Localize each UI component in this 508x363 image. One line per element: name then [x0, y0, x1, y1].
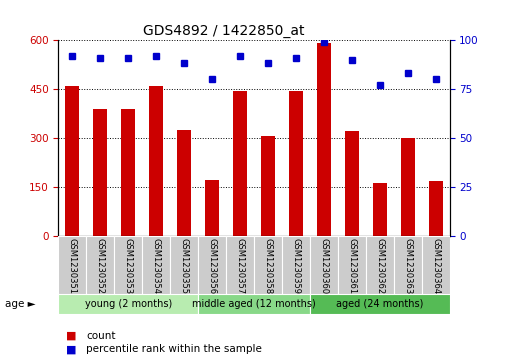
Bar	[345, 131, 359, 236]
Bar	[58, 294, 198, 314]
Text: aged (24 months): aged (24 months)	[336, 299, 423, 309]
Bar	[338, 236, 366, 294]
Bar	[261, 136, 275, 236]
Text: ■: ■	[66, 344, 77, 354]
Bar	[66, 86, 79, 236]
Text: middle aged (12 months): middle aged (12 months)	[192, 299, 316, 309]
Text: GSM1230362: GSM1230362	[375, 238, 384, 294]
Bar	[394, 236, 422, 294]
Text: GSM1230357: GSM1230357	[236, 238, 244, 294]
Text: GSM1230351: GSM1230351	[68, 238, 77, 294]
Bar	[121, 109, 135, 236]
Bar	[198, 294, 310, 314]
Text: percentile rank within the sample: percentile rank within the sample	[86, 344, 262, 354]
Bar	[170, 236, 198, 294]
Text: count: count	[86, 331, 116, 341]
Text: ■: ■	[66, 331, 77, 341]
Text: GSM1230364: GSM1230364	[431, 238, 440, 294]
Text: GSM1230363: GSM1230363	[403, 238, 412, 294]
Bar	[317, 43, 331, 236]
Text: GSM1230353: GSM1230353	[124, 238, 133, 294]
Bar	[310, 294, 450, 314]
Bar	[114, 236, 142, 294]
Text: GDS4892 / 1422850_at: GDS4892 / 1422850_at	[143, 24, 304, 38]
Bar	[310, 236, 338, 294]
Bar	[289, 91, 303, 236]
Text: age ►: age ►	[5, 299, 36, 309]
Bar	[226, 236, 254, 294]
Text: GSM1230356: GSM1230356	[208, 238, 216, 294]
Bar	[86, 236, 114, 294]
Text: young (2 months): young (2 months)	[85, 299, 172, 309]
Text: GSM1230361: GSM1230361	[347, 238, 356, 294]
Bar	[142, 236, 170, 294]
Bar	[366, 236, 394, 294]
Bar	[429, 181, 442, 236]
Text: GSM1230358: GSM1230358	[264, 238, 272, 294]
Bar	[254, 236, 282, 294]
Bar	[205, 180, 219, 236]
Text: GSM1230359: GSM1230359	[292, 238, 300, 294]
Bar	[422, 236, 450, 294]
Text: GSM1230352: GSM1230352	[96, 238, 105, 294]
Bar	[149, 86, 163, 236]
Bar	[282, 236, 310, 294]
Bar	[401, 138, 415, 236]
Text: GSM1230355: GSM1230355	[180, 238, 188, 294]
Bar	[198, 236, 226, 294]
Bar	[177, 130, 191, 236]
Text: GSM1230360: GSM1230360	[320, 238, 328, 294]
Text: GSM1230354: GSM1230354	[152, 238, 161, 294]
Bar	[58, 236, 86, 294]
Bar	[233, 91, 247, 236]
Bar	[373, 183, 387, 236]
Bar	[93, 109, 107, 236]
